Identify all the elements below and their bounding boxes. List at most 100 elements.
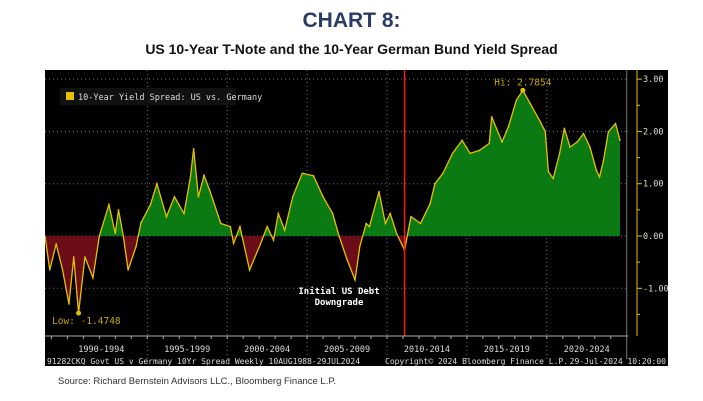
y-tick-label: 0.00 [643, 232, 663, 242]
data-point [589, 146, 591, 148]
event-annotation-line1: Initial US Debt [298, 286, 379, 297]
x-band-label: 2005-2009 [324, 345, 370, 355]
data-point [338, 235, 340, 237]
data-point [232, 242, 235, 245]
data-point [291, 195, 294, 198]
legend-box [60, 88, 236, 105]
data-point [122, 235, 125, 237]
x-band-label: 2000-2004 [244, 345, 290, 355]
data-point [259, 242, 262, 245]
data-point [173, 195, 176, 198]
data-point [607, 131, 610, 133]
data-point [61, 269, 64, 271]
data-point [552, 177, 554, 180]
data-point [563, 127, 566, 130]
legend-label: 10-Year Yield Spread: US vs. Germany [78, 93, 262, 103]
data-point [419, 222, 422, 225]
data-point [45, 235, 46, 237]
high-marker [520, 87, 526, 93]
data-point [469, 152, 471, 155]
y-tick-label: -1.00 [643, 284, 668, 294]
data-point [490, 115, 493, 118]
data-point [239, 225, 241, 228]
footer-copyright: Copyright© 2024 Bloomberg Finance L.P. [385, 357, 568, 366]
data-point [544, 130, 547, 133]
data-point [478, 149, 481, 152]
data-point [203, 174, 205, 177]
data-point [248, 269, 251, 271]
data-point [322, 195, 324, 198]
data-point [192, 147, 195, 150]
data-point [108, 203, 110, 206]
x-band-label: 1995-1999 [164, 345, 210, 355]
data-point [368, 225, 371, 228]
data-point [127, 269, 129, 271]
data-point [434, 182, 436, 185]
data-point [354, 279, 356, 281]
data-point [272, 239, 275, 241]
legend-swatch [66, 92, 74, 100]
data-point [384, 222, 387, 225]
data-point [312, 175, 315, 177]
event-annotation-line2: Downgrade [315, 298, 364, 308]
data-point [140, 222, 142, 224]
data-point [442, 172, 444, 175]
data-point [114, 232, 117, 235]
data-point [539, 121, 542, 123]
data-point [55, 243, 57, 245]
y-tick-label: 1.00 [643, 180, 663, 190]
data-point [410, 215, 412, 218]
y-tick-label: 2.00 [643, 127, 663, 137]
data-point [365, 222, 368, 225]
data-point [98, 235, 101, 237]
data-point [529, 102, 531, 104]
data-point [229, 225, 232, 228]
data-point [117, 209, 120, 211]
data-point [156, 182, 158, 185]
data-point [595, 169, 598, 171]
spread-chart-svg: 3.00 2.00 1.00 0.00 -1.00 1990-1994 1995-1999 2… [45, 70, 668, 366]
data-point [346, 258, 348, 261]
data-point [149, 203, 152, 206]
data-point [619, 139, 621, 142]
data-point [515, 99, 518, 101]
data-point [189, 176, 192, 178]
data-point [598, 176, 601, 178]
data-point [183, 212, 185, 215]
x-band-label: 2020-2024 [564, 345, 610, 355]
data-point [569, 146, 571, 148]
data-point [389, 212, 391, 215]
bloomberg-chart-panel: 3.00 2.00 1.00 0.00 -1.00 1990-1994 1995-1999 2… [45, 70, 668, 366]
low-annotation: Low: -1.4748 [52, 316, 121, 327]
data-point [576, 141, 578, 143]
y-tick-label: 3.00 [643, 75, 663, 85]
chart-subtitle: US 10-Year T-Note and the 10-Year German… [145, 41, 558, 57]
data-point [461, 139, 463, 142]
data-point [451, 152, 454, 155]
footer-series-info: 91282CKQ Govt US v Germany 10Yr Spread W… [47, 357, 360, 366]
data-point [277, 212, 280, 215]
data-point [197, 195, 200, 198]
low-marker [76, 310, 82, 316]
positive-spread-area [45, 90, 620, 236]
x-band-label: 2015-2019 [484, 345, 530, 355]
data-point [602, 159, 605, 161]
data-point [614, 122, 617, 125]
data-point [429, 202, 431, 205]
data-point [208, 189, 211, 191]
data-point [48, 269, 51, 271]
data-point [558, 152, 561, 155]
x-band-label: 1990-1994 [78, 345, 124, 355]
data-point [378, 190, 380, 193]
data-point [84, 256, 86, 258]
data-point [582, 132, 585, 135]
data-point [488, 142, 491, 145]
chart-title: CHART 8: [302, 9, 401, 32]
x-band-label: 2010-2014 [404, 345, 450, 355]
source-note: Source: Richard Bernstein Advisors LLC.,… [58, 376, 337, 387]
footer-date: 29-Jul-2024 10:20:00 [570, 357, 667, 366]
data-point [507, 125, 510, 128]
data-point [331, 212, 334, 215]
data-point [68, 303, 70, 305]
data-point [547, 170, 550, 173]
